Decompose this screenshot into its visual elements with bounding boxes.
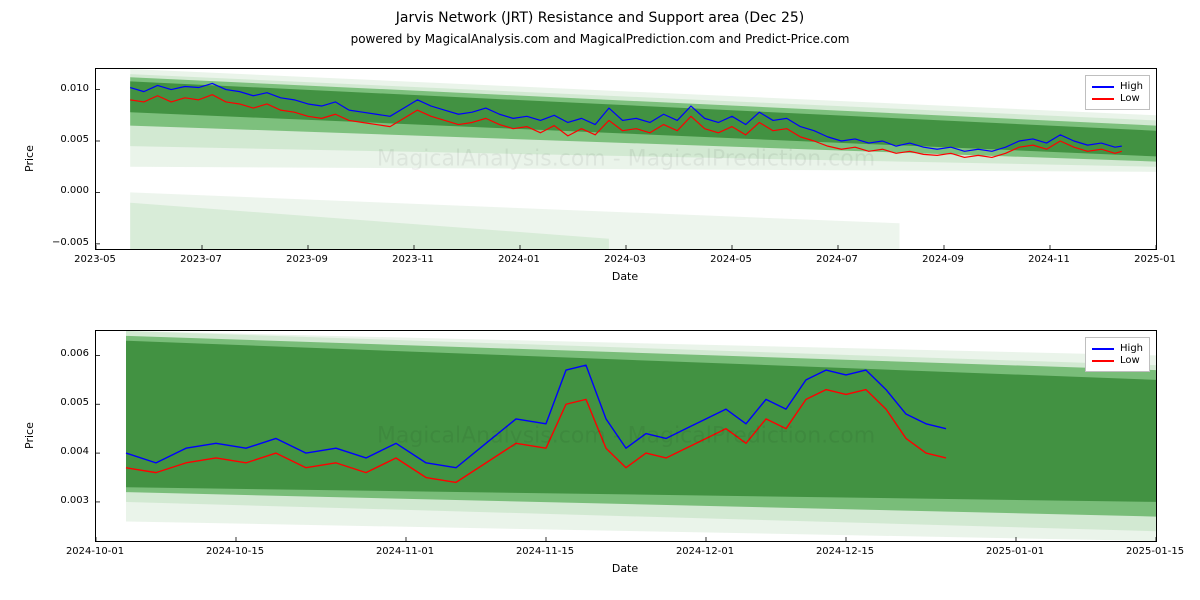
x-tick-label: 2024-12-01 bbox=[676, 546, 734, 557]
legend-box: High Low bbox=[1085, 75, 1150, 110]
x-tick-label: 2024-03 bbox=[604, 254, 646, 265]
legend-item-high: High bbox=[1092, 81, 1143, 92]
x-tick-label: 2025-01-15 bbox=[1126, 546, 1184, 557]
x-tick-label: 2025-01-01 bbox=[986, 546, 1044, 557]
x-tick-label: 2023-07 bbox=[180, 254, 222, 265]
y-tick-label: −0.005 bbox=[29, 237, 89, 248]
legend-label: Low bbox=[1120, 93, 1140, 104]
legend-swatch-high bbox=[1092, 86, 1114, 88]
x-tick-label: 2024-11 bbox=[1028, 254, 1070, 265]
legend-item-low: Low bbox=[1092, 93, 1143, 104]
x-tick-label: 2024-12-15 bbox=[816, 546, 874, 557]
chart-subtitle: powered by MagicalAnalysis.com and Magic… bbox=[0, 32, 1200, 46]
y-tick-label: 0.005 bbox=[29, 134, 89, 145]
x-tick-label: 2023-09 bbox=[286, 254, 328, 265]
x-tick-label: 2024-01 bbox=[498, 254, 540, 265]
legend-swatch-low bbox=[1092, 98, 1114, 100]
x-tick-label: 2024-05 bbox=[710, 254, 752, 265]
y-axis-label: Price bbox=[23, 422, 36, 449]
x-tick-label: 2024-10-01 bbox=[66, 546, 124, 557]
legend-label: High bbox=[1120, 343, 1143, 354]
x-tick-label: 2024-10-15 bbox=[206, 546, 264, 557]
legend-label: High bbox=[1120, 81, 1143, 92]
y-tick-label: 0.004 bbox=[29, 446, 89, 457]
figure: Jarvis Network (JRT) Resistance and Supp… bbox=[0, 0, 1200, 600]
chart-title: Jarvis Network (JRT) Resistance and Supp… bbox=[0, 10, 1200, 26]
x-tick-label: 2024-09 bbox=[922, 254, 964, 265]
legend-item-low: Low bbox=[1092, 355, 1143, 366]
x-tick-label: 2023-11 bbox=[392, 254, 434, 265]
y-tick-label: 0.003 bbox=[29, 495, 89, 506]
bottom-chart-svg bbox=[96, 331, 1156, 541]
x-tick-label: 2024-07 bbox=[816, 254, 858, 265]
y-axis-label: Price bbox=[23, 145, 36, 172]
x-axis-label: Date bbox=[95, 562, 1155, 575]
legend-label: Low bbox=[1120, 355, 1140, 366]
x-tick-label: 2024-11-15 bbox=[516, 546, 574, 557]
legend-swatch-low bbox=[1092, 360, 1114, 362]
x-tick-label: 2025-01 bbox=[1134, 254, 1176, 265]
y-tick-label: 0.010 bbox=[29, 83, 89, 94]
y-tick-label: 0.000 bbox=[29, 185, 89, 196]
x-tick-label: 2023-05 bbox=[74, 254, 116, 265]
x-axis-label: Date bbox=[95, 270, 1155, 283]
top-chart-svg bbox=[96, 69, 1156, 249]
y-tick-label: 0.005 bbox=[29, 397, 89, 408]
legend-swatch-high bbox=[1092, 348, 1114, 350]
y-tick-label: 0.006 bbox=[29, 348, 89, 359]
legend-box: High Low bbox=[1085, 337, 1150, 372]
bottom-chart-panel: MagicalAnalysis.com - MagicalPrediction.… bbox=[95, 330, 1157, 542]
x-tick-label: 2024-11-01 bbox=[376, 546, 434, 557]
legend-item-high: High bbox=[1092, 343, 1143, 354]
top-chart-panel: MagicalAnalysis.com - MagicalPrediction.… bbox=[95, 68, 1157, 250]
